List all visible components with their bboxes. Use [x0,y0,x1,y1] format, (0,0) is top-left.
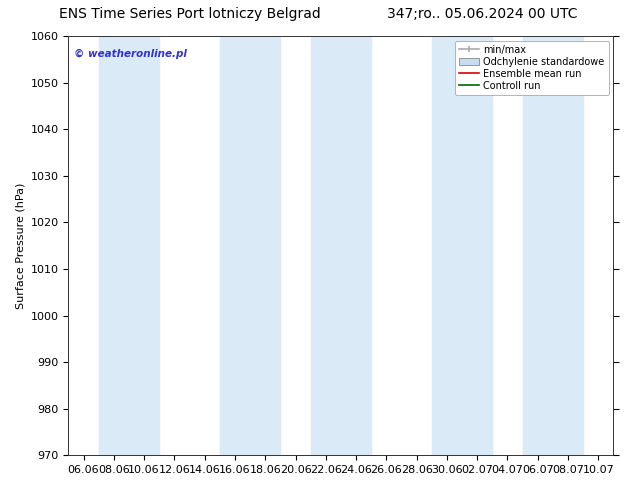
Bar [220,36,280,455]
Text: 347;ro.. 05.06.2024 00 UTC: 347;ro.. 05.06.2024 00 UTC [387,7,577,22]
Y-axis label: Surface Pressure (hPa): Surface Pressure (hPa) [15,183,25,309]
Bar [311,36,371,455]
Bar [432,36,493,455]
Bar [99,36,159,455]
Text: © weatheronline.pl: © weatheronline.pl [74,49,187,59]
Legend: min/max, Odchylenie standardowe, Ensemble mean run, Controll run: min/max, Odchylenie standardowe, Ensembl… [455,41,609,95]
Text: ENS Time Series Port lotniczy Belgrad: ENS Time Series Port lotniczy Belgrad [60,7,321,22]
Bar [522,36,583,455]
